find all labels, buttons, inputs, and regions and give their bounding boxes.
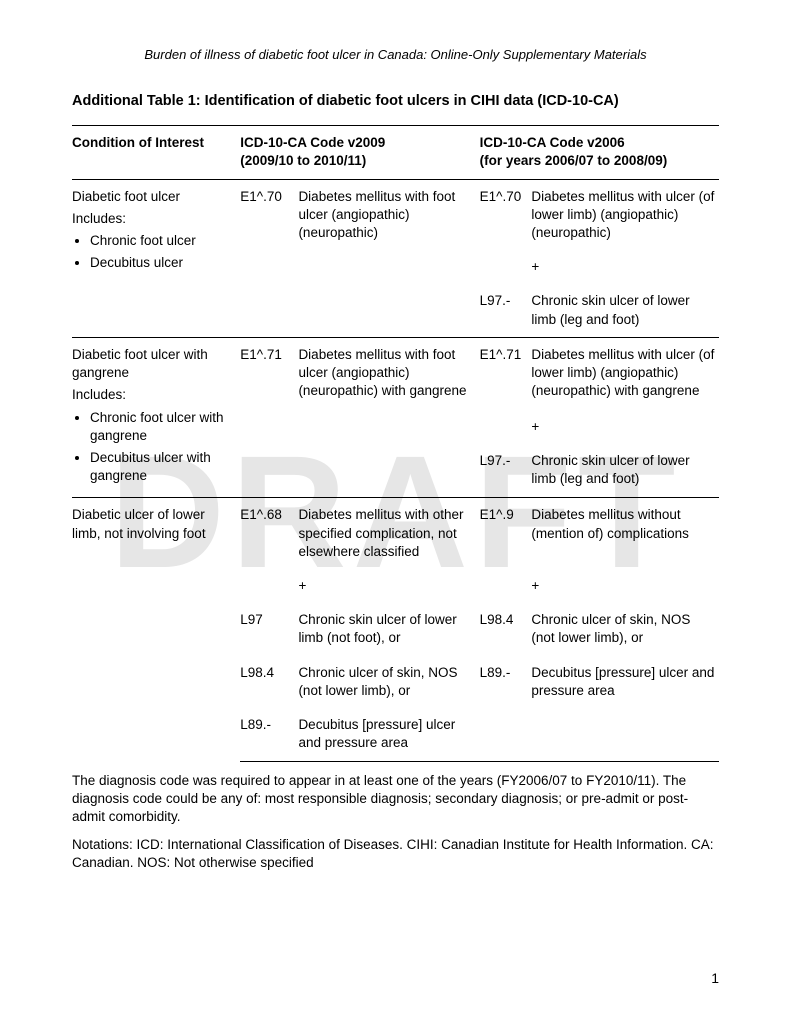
v2009-desc: Diabetes mellitus with foot ulcer (angio… [298,179,479,250]
col-v2009: ICD-10-CA Code v2009 (2009/10 to 2010/11… [240,126,479,179]
table-title: Additional Table 1: Identification of di… [72,92,719,112]
v2009-code: L97 [240,603,298,655]
v2009-desc: Diabetes mellitus with foot ulcer (angio… [298,337,479,409]
page-content: Burden of illness of diabetic foot ulcer… [72,46,719,873]
v2009-desc: Diabetes mellitus with other specified c… [298,498,479,569]
v2006-desc [531,708,719,761]
v2006-desc: Decubitus [pressure] ulcer and pressure … [531,656,719,708]
v2006-desc: Chronic ulcer of skin, NOS (not lower li… [531,603,719,655]
condition-cell: Diabetic foot ulcerIncludes:Chronic foot… [72,179,240,337]
table-row: Diabetic foot ulcerIncludes:Chronic foot… [72,179,719,250]
v2009-desc: Chronic ulcer of skin, NOS (not lower li… [298,656,479,708]
v2006-code [480,410,532,445]
v2006-desc: + [531,410,719,445]
v2009-desc [298,284,479,337]
v2006-code [480,708,532,761]
v2009-desc [298,250,479,284]
v2006-code: E1^.9 [480,498,532,569]
footnotes: The diagnosis code was required to appea… [72,772,719,873]
v2009-code: L89.- [240,708,298,761]
v2006-code: L97.- [480,444,532,498]
v2006-code: E1^.71 [480,337,532,409]
icd-table: Condition of Interest ICD-10-CA Code v20… [72,125,719,761]
v2009-code [240,569,298,603]
v2009-code [240,410,298,445]
v2009-code: E1^.71 [240,337,298,409]
condition-cell: Diabetic foot ulcer with gangreneInclude… [72,337,240,498]
col-v2006: ICD-10-CA Code v2006 (for years 2006/07 … [480,126,719,179]
footnote-1: The diagnosis code was required to appea… [72,772,719,827]
v2009-code: E1^.70 [240,179,298,250]
v2006-desc: Chronic skin ulcer of lower limb (leg an… [531,284,719,337]
v2006-desc: + [531,569,719,603]
table-row: Diabetic ulcer of lower limb, not involv… [72,498,719,569]
col-condition: Condition of Interest [72,126,240,179]
v2009-desc: + [298,569,479,603]
v2006-code [480,250,532,284]
v2006-code: L98.4 [480,603,532,655]
header-row: Condition of Interest ICD-10-CA Code v20… [72,126,719,179]
footnote-2: Notations: ICD: International Classifica… [72,836,719,872]
v2009-code [240,444,298,498]
condition-cell: Diabetic ulcer of lower limb, not involv… [72,498,240,761]
v2009-desc: Chronic skin ulcer of lower limb (not fo… [298,603,479,655]
table-row: Diabetic foot ulcer with gangreneInclude… [72,337,719,409]
v2009-code: E1^.68 [240,498,298,569]
running-header: Burden of illness of diabetic foot ulcer… [72,46,719,64]
v2006-desc: + [531,250,719,284]
v2009-code: L98.4 [240,656,298,708]
v2006-code: L89.- [480,656,532,708]
v2009-desc: Decubitus [pressure] ulcer and pressure … [298,708,479,761]
v2009-code [240,284,298,337]
v2006-desc: Diabetes mellitus with ulcer (of lower l… [531,337,719,409]
v2006-code [480,569,532,603]
v2009-code [240,250,298,284]
v2009-desc [298,410,479,445]
page-number: 1 [711,969,719,988]
v2006-desc: Diabetes mellitus without (mention of) c… [531,498,719,569]
v2006-desc: Diabetes mellitus with ulcer (of lower l… [531,179,719,250]
v2006-code: E1^.70 [480,179,532,250]
v2006-desc: Chronic skin ulcer of lower limb (leg an… [531,444,719,498]
v2009-desc [298,444,479,498]
v2006-code: L97.- [480,284,532,337]
